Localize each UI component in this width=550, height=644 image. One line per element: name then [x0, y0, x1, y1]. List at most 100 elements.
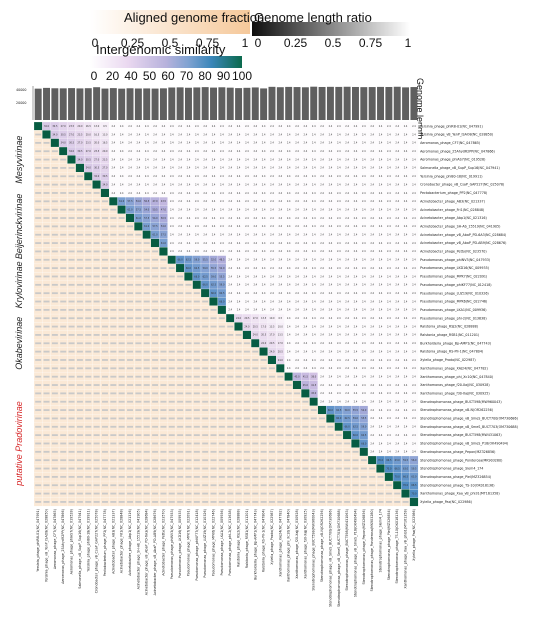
- length-ratio-mark-39-19: [193, 450, 200, 453]
- similarity-value-14-37: 2.4: [345, 242, 349, 245]
- length-ratio-mark-34-30: [285, 409, 292, 411]
- similarity-cell-9-9: [109, 197, 118, 206]
- similarity-value-21-41: 2.4: [379, 300, 383, 303]
- row-label-44: Xanthomonas_phage_Xaa_vB_phi31(MT161358): [420, 492, 500, 496]
- length-ratio-mark-32-9: [110, 392, 117, 395]
- length-ratio-mark-11-5: [76, 217, 83, 219]
- similarity-cell-29-29: [276, 364, 285, 373]
- similarity-value-16-20: 55.5: [203, 259, 209, 262]
- similarity-value-5-22: 2.4: [220, 167, 224, 170]
- length-ratio-mark-33-30: [285, 400, 292, 403]
- similarity-value-21-35: 2.4: [329, 300, 333, 303]
- length-ratio-mark-39-4: [68, 450, 75, 453]
- similarity-value-10-41: 2.4: [379, 208, 383, 211]
- similarity-value-26-30: 2.4: [287, 342, 291, 345]
- length-ratio-mark-43-21: [210, 484, 217, 487]
- similarity-value-18-35: 2.4: [329, 275, 333, 278]
- similarity-value-3-28: 2.4: [270, 150, 274, 153]
- genome-length-bar-13: [143, 88, 151, 120]
- similarity-value-14-24: 2.4: [237, 242, 241, 245]
- length-ratio-mark-45-8: [102, 501, 108, 503]
- length-ratio-mark-28-6: [85, 359, 92, 361]
- length-ratio-mark-31-29: [277, 384, 284, 386]
- similarity-value-2-24: 2.4: [237, 142, 241, 145]
- length-ratio-mark-20-17: [177, 292, 184, 295]
- row-label-13: Acinetobacter_phage_vB_AbaP_PD-6A3(NC_02…: [420, 233, 506, 237]
- length-ratio-mark-42-10: [118, 475, 125, 478]
- similarity-value-8-9: 2.4: [111, 192, 115, 195]
- length-ratio-mark-12-2: [51, 225, 58, 228]
- length-ratio-mark-14-8: [102, 242, 108, 244]
- genome-length-bar-16: [168, 87, 176, 120]
- similarity-value-9-33: 2.4: [312, 200, 316, 203]
- length-ratio-mark-25-12: [135, 334, 142, 336]
- similarity-value-12-37: 2.4: [345, 225, 349, 228]
- similarity-value-4-14: 2.4: [153, 158, 157, 161]
- length-ratio-mark-36-32: [302, 425, 309, 428]
- similarity-value-20-38: 2.4: [354, 292, 358, 295]
- length-ratio-mark-16-10: [118, 258, 125, 261]
- similarity-value-3-45: 2.4: [412, 150, 416, 153]
- similarity-value-3-35: 2.4: [329, 150, 333, 153]
- similarity-cell-8-8: [100, 188, 110, 198]
- column-label-1: Yersinia_phage_vB_YenP_ISAO8(NC_028850): [45, 509, 49, 582]
- similarity-value-34-42: 2.4: [387, 409, 391, 412]
- length-ratio-mark-35-18: [185, 417, 192, 420]
- length-ratio-mark-44-4: [68, 492, 75, 495]
- length-ratio-mark-28-2: [51, 359, 58, 361]
- length-ratio-mark-20-8: [102, 292, 108, 295]
- similarity-value-10-44: 2.4: [404, 208, 408, 211]
- length-ratio-mark-45-20: [202, 501, 209, 503]
- similarity-cell-4-4: [67, 155, 76, 164]
- similarity-value-0-26: 2.4: [253, 125, 257, 128]
- similarity-value-15-16: 2.4: [170, 250, 174, 253]
- column-label-5: Salmonella_phage_vB_SupP_Sup16(NC_047941…: [78, 509, 82, 589]
- length-ratio-mark-45-39: [360, 501, 367, 503]
- length-ratio-mark-32-20: [202, 392, 209, 395]
- length-ratio-mark-30-25: [243, 375, 250, 378]
- length-ratio-mark-38-36: [335, 442, 342, 445]
- length-ratio-mark-31-23: [227, 384, 234, 386]
- similarity-value-34-38: 55.5: [353, 409, 359, 412]
- similarity-value-19-44: 2.4: [404, 284, 408, 287]
- similarity-value-10-40: 2.4: [370, 208, 374, 211]
- column-label-27: Ralstonia_phage_RS-PII-1(NC_047804): [262, 509, 266, 572]
- similarity-cell-27-27: [259, 347, 268, 356]
- length-ratio-mark-20-0: [35, 292, 42, 295]
- length-ratio-mark-14-10: [118, 242, 125, 244]
- length-ratio-mark-30-7: [93, 375, 100, 378]
- similarity-value-4-16: 2.4: [170, 158, 174, 161]
- length-ratio-mark-44-43: [394, 492, 401, 495]
- length-ratio-mark-37-10: [118, 434, 125, 437]
- similarity-value-9-15: 43.5: [161, 200, 167, 203]
- similarity-value-29-39: 2.4: [362, 367, 366, 370]
- length-ratio-mark-4-2: [51, 158, 58, 161]
- similarity-value-8-41: 2.4: [379, 192, 383, 195]
- length-ratio-mark-37-36: [335, 434, 342, 437]
- similarity-value-6-7: 34.0: [94, 175, 100, 178]
- similarity-value-33-44: 2.4: [404, 401, 408, 404]
- sim-tick-8: 100: [232, 69, 252, 83]
- length-ratio-mark-45-12: [135, 501, 142, 503]
- similarity-value-14-16: 2.4: [170, 242, 174, 245]
- length-ratio-mark-17-9: [110, 267, 117, 270]
- length-ratio-mark-34-3: [60, 409, 67, 411]
- length-ratio-mark-23-11: [127, 317, 133, 320]
- length-ratio-mark-31-3: [60, 384, 67, 386]
- similarity-value-7-32: 2.4: [304, 183, 308, 186]
- length-ratio-mark-16-4: [68, 258, 75, 261]
- length-ratio-mark-25-11: [127, 334, 133, 336]
- length-ratio-mark-30-26: [252, 375, 259, 378]
- similarity-value-8-43: 2.4: [395, 192, 399, 195]
- length-ratio-mark-22-11: [127, 308, 133, 311]
- length-ratio-mark-23-18: [185, 317, 192, 320]
- length-ratio-mark-41-20: [202, 467, 209, 470]
- length-ratio-mark-13-1: [43, 233, 50, 236]
- length-ratio-mark-45-4: [68, 501, 75, 503]
- similarity-value-13-19: 2.4: [195, 234, 199, 237]
- length-ratio-mark-37-25: [243, 434, 250, 437]
- similarity-cell-12-12: [134, 222, 143, 231]
- similarity-value-4-10: 2.4: [120, 158, 124, 161]
- column-label-8: Pectobacterium_phage_PP2(NC_047778): [103, 509, 107, 576]
- length-ratio-mark-35-24: [235, 417, 242, 420]
